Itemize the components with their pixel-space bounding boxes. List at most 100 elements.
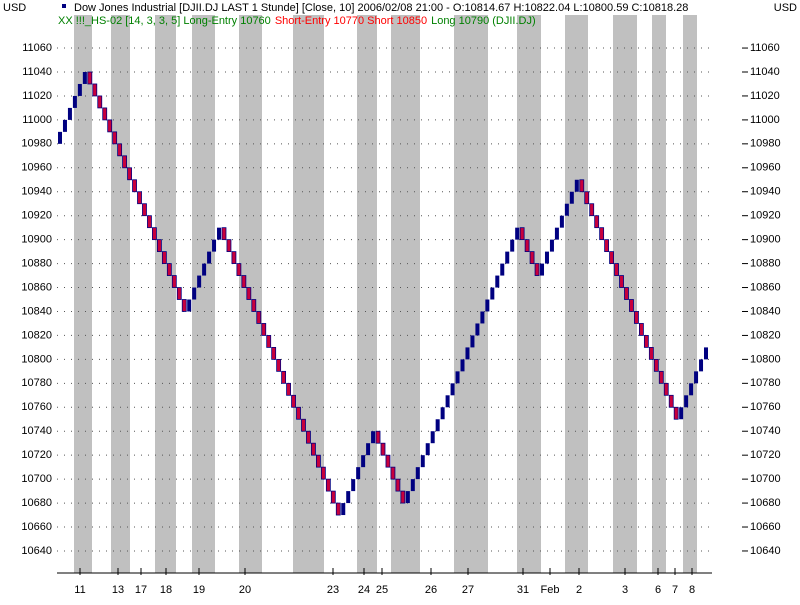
down-brick [117, 143, 123, 157]
x-tick-label: 17 [135, 584, 147, 596]
up-brick [341, 503, 346, 516]
up-brick [540, 263, 545, 276]
up-brick [490, 287, 495, 300]
down-brick [629, 299, 634, 312]
down-brick [663, 382, 669, 396]
up-brick [82, 71, 87, 84]
up-brick [689, 383, 694, 396]
down-brick [291, 394, 296, 408]
up-brick [72, 95, 77, 108]
y-unit-left: USD [3, 2, 26, 14]
up-brick [366, 443, 371, 456]
up-brick [351, 479, 356, 492]
down-brick [176, 287, 182, 300]
y-tick-label-right: 10860 [750, 281, 781, 293]
y-tick-label-right: 10800 [750, 353, 781, 365]
up-brick [465, 347, 470, 360]
y-tick-label-right: 11060 [750, 42, 780, 54]
day-band [454, 15, 488, 573]
up-brick [58, 131, 62, 144]
y-tick-label-right: 10880 [750, 257, 781, 269]
up-brick [485, 299, 490, 312]
up-brick [510, 239, 515, 252]
up-brick [430, 431, 435, 444]
day-band [293, 15, 324, 573]
subtitle-part: Long 10790 (DJII.DJ) [431, 15, 536, 27]
y-tick-label-right: 10940 [750, 186, 781, 198]
down-brick [251, 299, 257, 312]
y-tick-label: 10720 [21, 449, 52, 461]
y-tick-label: 10760 [21, 401, 52, 413]
y-tick-label: 10840 [21, 305, 52, 317]
up-brick [202, 263, 207, 276]
day-band [391, 15, 420, 573]
up-brick [564, 203, 569, 216]
x-tick-label: 20 [239, 584, 251, 596]
day-band [155, 15, 176, 573]
up-brick [544, 251, 549, 264]
icon [62, 4, 66, 8]
day-band [517, 15, 541, 573]
x-tick-label: Feb [541, 584, 560, 596]
down-brick [266, 335, 272, 348]
up-brick [212, 239, 217, 252]
up-brick [679, 407, 684, 420]
x-tick-label: 11 [74, 584, 85, 596]
y-tick-label-right: 10740 [750, 425, 781, 437]
down-brick [634, 311, 639, 324]
down-brick [609, 251, 614, 264]
down-brick [281, 370, 287, 384]
down-brick [122, 155, 127, 169]
down-brick [156, 239, 162, 253]
down-brick [529, 251, 535, 264]
y-tick-label-right: 10780 [750, 377, 781, 389]
up-brick [361, 455, 366, 468]
down-brick [181, 299, 187, 312]
y-tick-label-right: 10660 [750, 521, 781, 533]
down-brick [137, 191, 142, 205]
down-brick [668, 394, 674, 408]
up-brick [694, 371, 699, 384]
up-brick [425, 443, 430, 456]
down-brick [152, 227, 157, 241]
up-brick [455, 371, 460, 384]
y-tick-label-right: 10820 [750, 329, 781, 341]
down-brick [271, 347, 277, 360]
up-brick [699, 359, 704, 372]
down-brick [161, 251, 167, 264]
down-brick [604, 239, 610, 253]
down-brick [584, 191, 590, 205]
x-tick-label: 7 [672, 584, 678, 596]
x-tick-label: 26 [425, 584, 437, 596]
x-tick-label: 24 [358, 584, 370, 596]
up-brick [460, 359, 465, 372]
y-tick-label: 10680 [21, 497, 52, 509]
y-tick-label: 11060 [22, 42, 52, 54]
y-tick-label: 10660 [21, 521, 52, 533]
down-brick [385, 454, 391, 468]
y-tick-label-right: 11000 [750, 114, 780, 126]
up-brick [445, 395, 450, 408]
down-brick [132, 179, 137, 193]
up-brick [515, 227, 520, 240]
up-brick [470, 335, 475, 348]
down-brick [400, 490, 406, 504]
down-brick [658, 370, 664, 384]
up-brick [554, 227, 559, 240]
down-brick [335, 502, 341, 516]
up-brick [405, 491, 410, 504]
down-brick [519, 227, 525, 241]
down-brick [256, 311, 262, 324]
down-brick [380, 442, 386, 456]
down-brick [236, 263, 242, 276]
up-brick [187, 299, 192, 312]
y-tick-label-right: 10680 [750, 497, 781, 509]
down-brick [624, 287, 629, 300]
day-band [683, 15, 697, 573]
down-brick [320, 466, 326, 480]
y-tick-label: 10980 [21, 138, 52, 150]
y-tick-label: 10860 [21, 281, 52, 293]
up-brick [684, 395, 689, 408]
down-brick [127, 167, 132, 181]
